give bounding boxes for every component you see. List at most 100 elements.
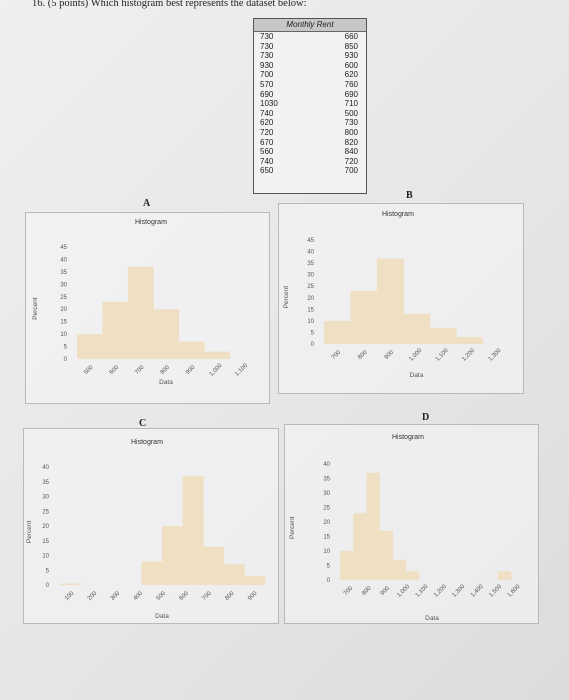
- histogram-bar: [379, 530, 394, 580]
- histogram-bar: [223, 564, 245, 585]
- y-tick-label: 20: [60, 307, 67, 313]
- histogram-bar: [59, 583, 81, 585]
- rent-column-1: 730 730 730 930 700 570 690 1030 740 620 720 670 560…: [260, 32, 278, 176]
- histogram-bar: [127, 266, 154, 359]
- panel-letter-d: D: [422, 412, 430, 423]
- y-tick-label: 40: [323, 462, 330, 468]
- histogram-b: Histogram Percent 45 40 35 30 25 20 15 10 5 0 700 800…: [283, 211, 503, 379]
- rent-column-2: 660 850 930 600 620 760 690 710 500 730 800 820 840 7…: [314, 32, 358, 176]
- y-tick-label: 0: [46, 583, 50, 589]
- table-title: Monthly Rent: [254, 19, 366, 32]
- y-tick-label: 10: [42, 554, 49, 560]
- y-tick-label: 45: [307, 238, 314, 244]
- x-tick-label: 1,100: [234, 362, 249, 377]
- chart-title: Histogram: [131, 439, 163, 446]
- histogram-bar: [353, 513, 367, 580]
- y-tick-label: 40: [42, 465, 49, 471]
- y-tick-label: 0: [64, 357, 68, 363]
- y-tick-label: 40: [307, 250, 314, 256]
- y-tick-label: 35: [307, 261, 314, 267]
- rent-value: 620: [260, 118, 274, 128]
- chart-title: Histogram: [392, 434, 424, 441]
- rent-value: 730: [260, 41, 274, 51]
- rent-value: 620: [344, 70, 358, 80]
- rent-value: 740: [260, 156, 274, 166]
- x-tick-label: 500: [156, 590, 168, 602]
- x-axis-label: Data: [159, 379, 173, 386]
- panel-letter-b: B: [406, 190, 413, 201]
- y-tick-label: 5: [311, 330, 315, 336]
- histogram-bar: [497, 571, 512, 580]
- x-tick-label: 700: [201, 590, 213, 602]
- histogram-bar: [153, 309, 180, 359]
- histogram-bar: [456, 337, 484, 344]
- histogram-bar: [350, 290, 378, 344]
- rent-value: 740: [260, 108, 274, 118]
- y-tick-label: 15: [323, 535, 330, 541]
- rent-value: 720: [344, 156, 358, 166]
- histogram-bar: [141, 561, 163, 585]
- chart-title: Histogram: [382, 211, 414, 218]
- rent-value: 500: [344, 108, 358, 118]
- x-axis-label: Data: [155, 613, 169, 620]
- monthly-rent-table: Monthly Rent 730 730 730 930 700 570 690 1030 74…: [253, 18, 367, 194]
- rent-value: 600: [344, 60, 358, 70]
- rent-value: 760: [344, 79, 358, 89]
- y-tick-label: 20: [42, 524, 49, 530]
- rent-value: 700: [260, 70, 274, 80]
- histogram-c-frame: [23, 428, 279, 624]
- x-tick-label: 900: [247, 590, 259, 602]
- histogram-bar: [182, 475, 204, 585]
- x-tick-label: 1,200: [461, 347, 476, 362]
- x-tick-label: 900: [384, 349, 396, 361]
- rent-value: 690: [260, 89, 274, 99]
- y-tick-label: 30: [323, 491, 330, 497]
- question-text: 16. (5 points) Which histogram best repr…: [32, 0, 307, 9]
- y-tick-label: 5: [327, 564, 331, 570]
- x-tick-label: 600: [179, 590, 191, 602]
- y-tick-label: 45: [60, 245, 67, 251]
- y-tick-label: 25: [42, 509, 49, 515]
- x-tick-label: 1,500: [488, 583, 503, 598]
- rent-value: 1030: [260, 99, 278, 109]
- x-tick-label: 800: [357, 349, 369, 361]
- y-tick-label: 30: [307, 273, 314, 279]
- histogram-bar: [366, 472, 380, 580]
- x-tick-label: 600: [109, 364, 121, 376]
- y-tick-label: 15: [42, 539, 49, 545]
- rent-value: 820: [344, 137, 358, 147]
- y-tick-label: 15: [60, 320, 67, 326]
- y-tick-label: 25: [307, 284, 314, 290]
- x-tick-label: 700: [331, 349, 343, 361]
- x-tick-label: 800: [160, 364, 172, 376]
- chart-title: Histogram: [135, 219, 167, 226]
- x-tick-label: 1,400: [470, 583, 485, 598]
- rent-value: 670: [260, 137, 274, 147]
- rent-value: 850: [344, 41, 358, 51]
- x-tick-label: 1,300: [451, 583, 466, 598]
- rent-value: 720: [260, 127, 274, 137]
- x-tick-label: 900: [380, 585, 392, 597]
- histogram-bar: [340, 551, 354, 580]
- x-tick-label: 100: [64, 590, 76, 602]
- x-tick-label: 700: [343, 585, 355, 597]
- x-tick-label: 400: [133, 590, 145, 602]
- y-tick-label: 25: [323, 506, 330, 512]
- rent-value: 800: [344, 127, 358, 137]
- histogram-bar: [324, 320, 351, 344]
- x-tick-label: 200: [87, 590, 99, 602]
- histogram-bar: [203, 546, 225, 585]
- x-tick-label: 900: [185, 364, 197, 376]
- histogram-bar: [178, 341, 205, 359]
- x-tick-label: 800: [224, 590, 236, 602]
- x-tick-label: 700: [134, 364, 146, 376]
- y-axis-label: Percent: [26, 521, 33, 544]
- x-tick-label: 1,100: [435, 347, 450, 362]
- x-tick-label: 500: [83, 364, 95, 376]
- rent-value: 840: [344, 147, 358, 157]
- x-tick-label: 800: [361, 585, 373, 597]
- y-tick-label: 10: [60, 332, 67, 338]
- y-tick-label: 15: [307, 307, 314, 313]
- x-axis-label: Data: [410, 372, 424, 379]
